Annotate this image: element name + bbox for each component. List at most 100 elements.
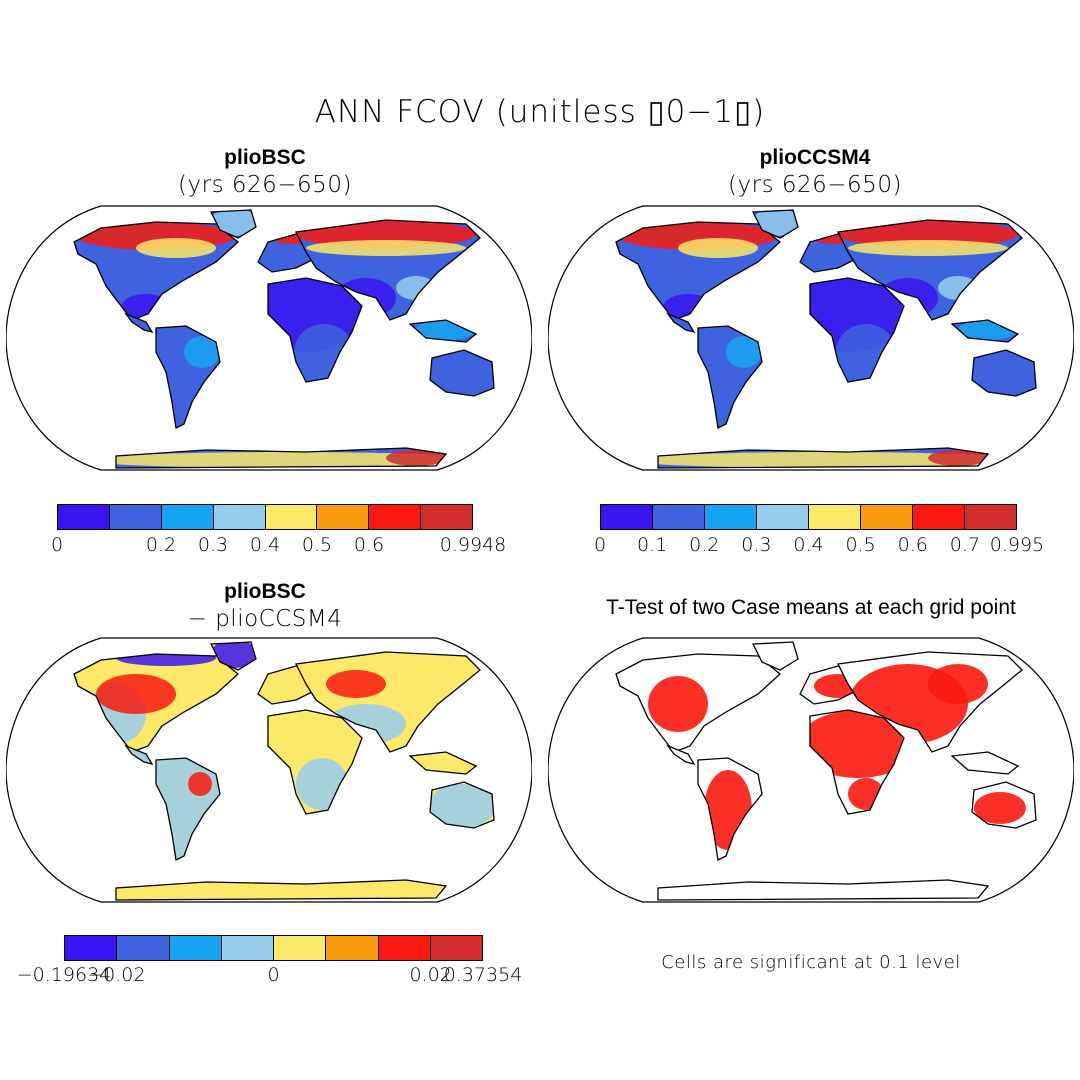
colorbar-tick-label: 0.2 <box>145 534 177 556</box>
colorbar-swatch <box>326 936 379 960</box>
colorbar-tick-label: 0.1 <box>637 534 668 556</box>
coastline-north-america <box>615 653 781 753</box>
field-blob <box>836 324 896 380</box>
colorbar-swatch <box>369 505 422 529</box>
colorbar-swatch <box>213 505 266 529</box>
coastline-asia <box>295 651 481 753</box>
field-blob <box>753 210 798 236</box>
field-blob <box>704 770 752 850</box>
land-maritime-se-asia <box>952 752 1018 774</box>
coastline-africa <box>267 709 363 815</box>
colorbar-swatch <box>65 936 118 960</box>
colorbar-tick-label: 0.37354 <box>443 964 523 986</box>
field-blob <box>76 222 156 242</box>
colorbar-swatch <box>601 505 653 529</box>
colorbar-ticks-top-left: 0 0.2 0.3 0.4 0.5 0.6 0.9948 <box>51 534 506 558</box>
colorbar-swatch <box>757 505 809 529</box>
colorbar-swatch <box>58 505 110 529</box>
colorbar-swatch <box>809 505 861 529</box>
colorbar-tick-label: −0.19634 <box>16 964 112 986</box>
coastline-maritime-se-asia <box>408 319 478 343</box>
figure-title: ANN FCOV (unitless ▯0−1▯) <box>314 94 766 130</box>
colorbar-tick-label: −0.02 <box>87 964 146 986</box>
panel-subtitle-top-right: (yrs 626−650) <box>728 172 902 198</box>
map-frame <box>548 205 1074 471</box>
panel-title-bottom-left: plioBSC <box>224 580 306 603</box>
field-blob <box>294 324 354 380</box>
colorbar-swatch <box>109 505 162 529</box>
coastline-antarctica <box>115 447 448 469</box>
coastline-north-america <box>615 221 781 321</box>
field-blob <box>848 778 884 810</box>
field-blob <box>306 240 466 256</box>
colorbar-tick-label: 0.9948 <box>439 534 507 556</box>
colorbar-tick-label: 0.995 <box>989 534 1045 556</box>
significance-note: Cells are significant at 0.1 level <box>661 952 961 973</box>
map-panel-top-right <box>548 205 1074 471</box>
colorbar-tick-label: 0.4 <box>249 534 281 556</box>
coastline-australia <box>429 781 495 829</box>
panel-title-top-right: plioCCSM4 <box>759 146 871 169</box>
coastline-asia <box>837 651 1023 753</box>
field-blob <box>974 792 1026 824</box>
coastline-south-america <box>697 757 763 861</box>
field-blob <box>698 326 762 428</box>
panel-subtitle-top-left: (yrs 626−650) <box>178 172 352 198</box>
field-blob <box>618 222 698 242</box>
field-blob <box>810 710 904 778</box>
field-blob <box>658 452 988 468</box>
field-blob <box>116 884 446 900</box>
colorbar-swatch <box>430 936 482 960</box>
map-panel-bottom-right <box>548 637 1074 903</box>
field-blob <box>386 450 446 466</box>
colorbar-tick-label: 0 <box>50 534 64 556</box>
coastline-asia <box>837 219 1023 321</box>
map-frame <box>6 637 532 903</box>
coastline-central-america <box>666 312 696 334</box>
field-blob <box>156 326 220 428</box>
colorbar-ticks-top-right: 0 0.1 0.2 0.3 0.4 0.5 0.6 0.7 0.995 <box>594 534 1044 558</box>
colorbar-swatch <box>705 505 757 529</box>
coastline-south-america <box>155 757 221 861</box>
coastline-australia <box>971 781 1037 829</box>
coastline-north-america <box>73 221 239 321</box>
colorbar-tick-label: 0 <box>267 964 280 986</box>
field-blob <box>136 238 216 258</box>
colorbar-bottom-left <box>64 935 483 961</box>
colorbar-tick-label: 0.7 <box>949 534 980 556</box>
land-antarctica <box>658 880 988 900</box>
colorbar-tick-label: 0.3 <box>197 534 229 556</box>
coastline-south-america <box>155 325 221 429</box>
coastline-central-america <box>124 744 154 766</box>
field-blob <box>188 772 212 796</box>
field-blob <box>126 316 152 332</box>
field-blob <box>184 336 220 368</box>
colorbar-tick-label: 0.6 <box>897 534 928 556</box>
coastline-central-america <box>666 744 696 766</box>
map-panel-bottom-left <box>6 637 532 903</box>
colorbar-tick-label: 0 <box>593 534 607 556</box>
map-panel-top-left <box>6 205 532 471</box>
coastline-greenland <box>751 641 799 671</box>
field-blob <box>156 758 220 860</box>
colorbar-ticks-bottom-left: −0.19634 −0.02 0 0.02 0.37354 <box>17 964 523 988</box>
field-blob <box>211 210 256 236</box>
coastline-africa <box>267 277 363 383</box>
coastline-maritime-se-asia <box>950 319 1020 343</box>
field-blob <box>668 316 694 332</box>
panel-title-bottom-right: T-Test of two Case means at each grid po… <box>606 596 1016 619</box>
colorbar-swatch <box>378 936 431 960</box>
colorbar-swatch <box>653 505 705 529</box>
coastline-greenland <box>209 641 257 671</box>
field-blob <box>726 336 762 368</box>
field-blob <box>648 676 708 732</box>
coastline-asia <box>295 219 481 321</box>
field-blob <box>430 784 494 828</box>
field-blob <box>116 654 216 666</box>
coastline-south-america <box>697 325 763 429</box>
colorbar-swatches <box>57 504 473 530</box>
field-blob <box>848 240 1008 256</box>
field-blob <box>326 670 386 698</box>
colorbar-swatches <box>600 504 1017 530</box>
field-blob <box>430 352 494 396</box>
